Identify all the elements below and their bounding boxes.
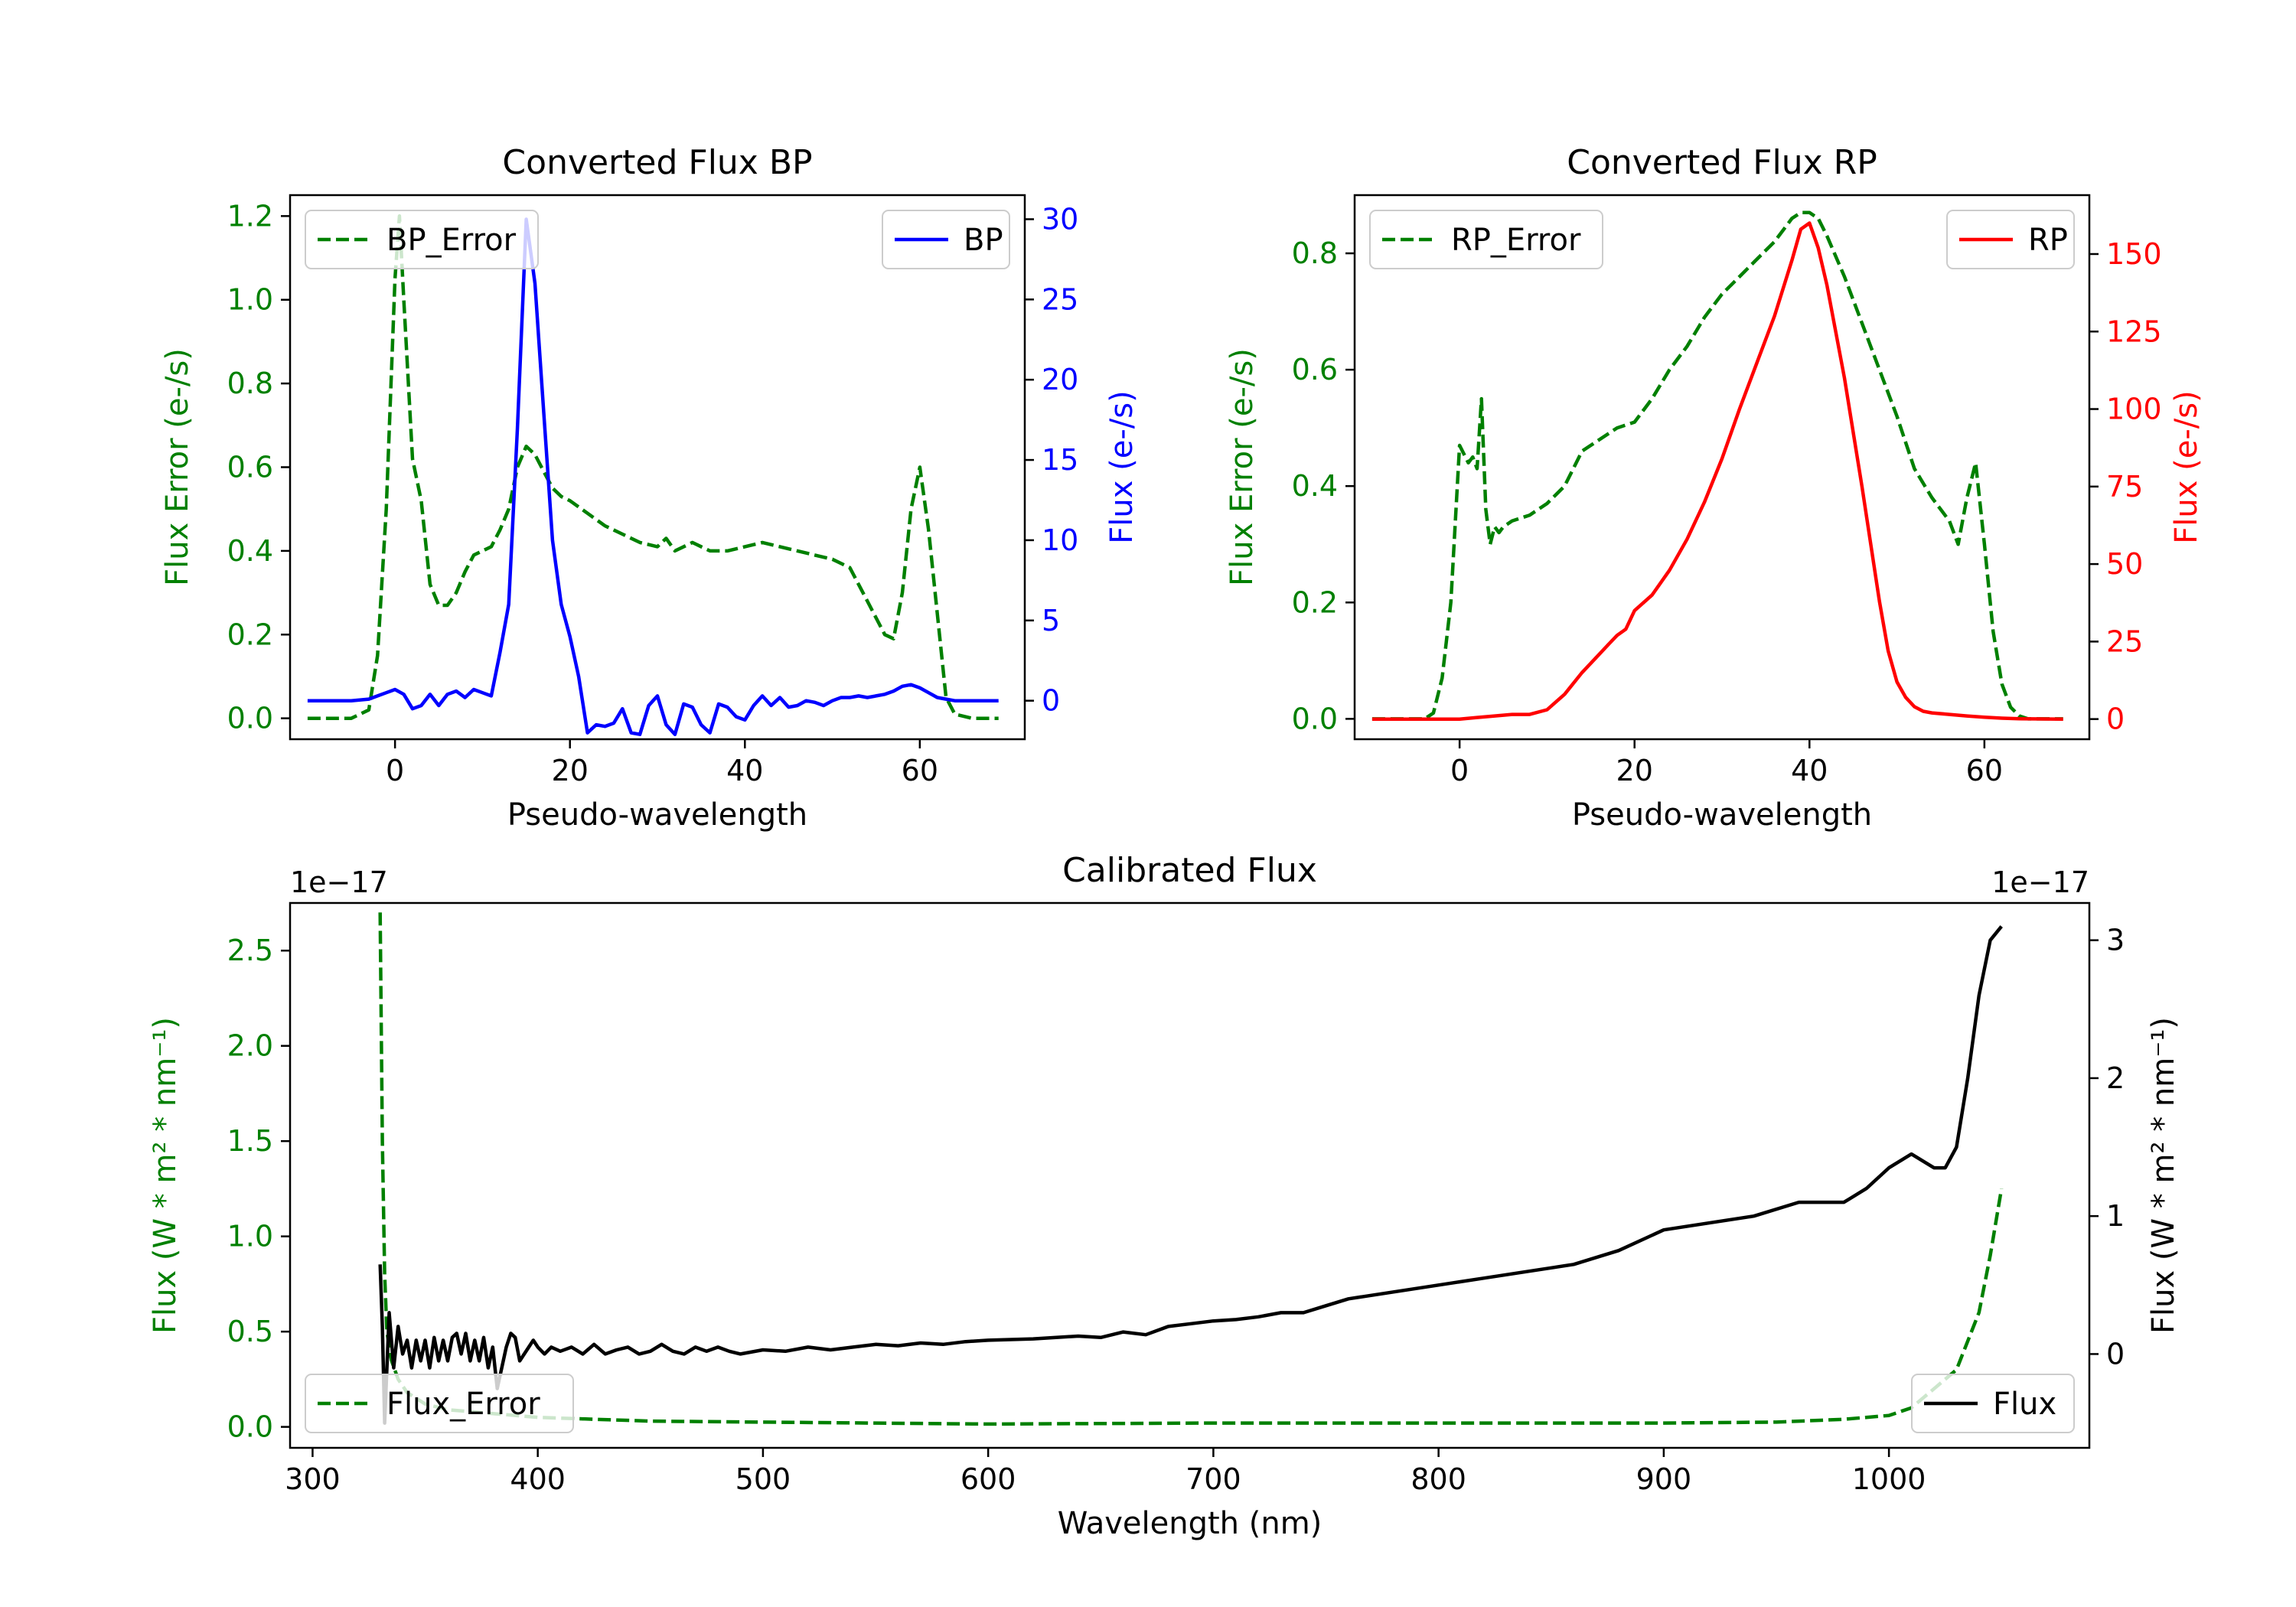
- legend-bp-error: BP_Error: [305, 210, 539, 269]
- x-tick-label: 0: [386, 754, 404, 787]
- chart-rp: Converted Flux RP 0 20 40 60 0.0 0.2 0.4 0.6 0.8 0…: [1225, 143, 2204, 833]
- y-left-offset-label: 1e−17: [290, 865, 388, 899]
- plot-frame: [289, 901, 2091, 1449]
- y-right-tick-label: 75: [2106, 470, 2143, 504]
- x-axis-label: Pseudo-wavelength: [1572, 797, 1872, 833]
- y-right-offset-label: 1e−17: [1991, 865, 2089, 899]
- chart-title: Calibrated Flux: [1062, 851, 1317, 890]
- chart-cal: Calibrated Flux 300 400 500 600 700 800 900 1000…: [148, 851, 2181, 1541]
- y-left-tick-label: 0.4: [1292, 469, 1338, 503]
- x-tick-label: 1000: [1852, 1462, 1926, 1496]
- y-right-tick-label: 1: [2106, 1199, 2125, 1233]
- legend-label: BP: [964, 223, 1003, 258]
- y-left-tick-label: 0.0: [227, 1410, 273, 1444]
- series-line-flux: [378, 925, 2003, 1425]
- y-right-tick-label: 2: [2106, 1061, 2125, 1095]
- y-left-tick-label: 0.4: [227, 534, 273, 568]
- y-left-axis-label: Flux (W * m² * nm⁻¹): [148, 1017, 183, 1334]
- y-right-tick-label: 3: [2106, 924, 2125, 957]
- x-axis-label: Pseudo-wavelength: [507, 797, 807, 833]
- y-left-tick-label: 0.5: [227, 1315, 273, 1348]
- y-right-axis-label: Flux (e-/s): [2169, 390, 2204, 543]
- y-right-tick-label: 5: [1042, 604, 1060, 637]
- y-right-axis-label: Flux (e-/s): [1104, 390, 1140, 543]
- legend-box: [305, 210, 539, 269]
- legend-label: RP_Error: [1451, 223, 1581, 258]
- x-tick-label: 20: [1616, 754, 1653, 787]
- x-tick-label: 20: [552, 754, 589, 787]
- y-right-tick-label: 150: [2106, 237, 2162, 271]
- series-line-rp: [1371, 221, 2063, 721]
- y-left-tick-label: 0.8: [227, 367, 273, 400]
- legend-rp-error: RP_Error: [1369, 210, 1603, 269]
- y-left-tick-label: 1.0: [227, 283, 273, 317]
- series-line-bp: [307, 217, 999, 736]
- y-left-tick-label: 0.0: [227, 702, 273, 735]
- legend-label: BP_Error: [386, 223, 517, 258]
- y-left-tick-label: 1.0: [227, 1220, 273, 1253]
- x-axis-label: Wavelength (nm): [1058, 1506, 1322, 1541]
- y-right-tick-label: 25: [1042, 282, 1078, 316]
- chart-title: Converted Flux RP: [1567, 143, 1877, 182]
- legend-flux-error: Flux_Error: [305, 1374, 574, 1433]
- y-right-tick-label: 100: [2106, 393, 2162, 426]
- y-right-axis-label: Flux (W * m² * nm⁻¹): [2146, 1017, 2181, 1334]
- y-left-axis-label: Flux Error (e-/s): [160, 348, 195, 586]
- y-left-tick-label: 0.2: [227, 618, 273, 651]
- series-line-bp-error: [307, 214, 999, 720]
- x-tick-label: 300: [285, 1462, 341, 1496]
- y-right-tick-label: 20: [1042, 363, 1078, 396]
- legend-rp: RP: [1946, 210, 2075, 269]
- x-tick-label: 60: [902, 754, 938, 787]
- y-left-tick-label: 0.8: [1292, 236, 1338, 270]
- y-left-axis-label: Flux Error (e-/s): [1225, 348, 1260, 586]
- legend-box: [305, 1374, 574, 1433]
- legend-box: [1369, 210, 1603, 269]
- y-left-tick-label: 0.0: [1292, 702, 1338, 735]
- y-left-tick-label: 2.5: [227, 934, 273, 967]
- x-tick-label: 500: [735, 1462, 791, 1496]
- y-right-tick-label: 50: [2106, 547, 2143, 581]
- y-right-tick-label: 10: [1042, 523, 1078, 557]
- y-right-tick-label: 0: [2106, 1337, 2125, 1371]
- y-left-tick-label: 1.5: [227, 1124, 273, 1158]
- y-right-tick-label: 30: [1042, 202, 1078, 236]
- x-tick-label: 800: [1411, 1462, 1466, 1496]
- x-tick-label: 0: [1450, 754, 1469, 787]
- legend-bp: BP: [882, 210, 1010, 269]
- y-left-tick-label: 0.6: [227, 451, 273, 484]
- y-left-tick-label: 0.2: [1292, 585, 1338, 619]
- x-tick-label: 600: [960, 1462, 1016, 1496]
- y-right-tick-label: 0: [1042, 684, 1060, 718]
- x-tick-label: 700: [1186, 1462, 1241, 1496]
- legend-label: RP: [2028, 223, 2068, 258]
- legend-label: Flux_Error: [386, 1387, 540, 1422]
- plot-frame: [289, 194, 1026, 741]
- plot-frame: [1353, 194, 2091, 741]
- x-tick-label: 40: [1791, 754, 1828, 787]
- y-right-tick-label: 125: [2106, 315, 2162, 348]
- y-left-tick-label: 2.0: [227, 1029, 273, 1063]
- x-tick-label: 60: [1966, 754, 2003, 787]
- series-line-rp-error: [1371, 210, 2063, 721]
- y-right-tick-label: 25: [2106, 624, 2143, 658]
- legend-flux: Flux: [1911, 1374, 2075, 1433]
- x-tick-label: 900: [1636, 1462, 1692, 1496]
- legend-box: [1911, 1374, 2075, 1433]
- x-tick-label: 400: [510, 1462, 566, 1496]
- y-right-tick-label: 15: [1042, 443, 1078, 477]
- y-left-tick-label: 1.2: [227, 199, 273, 233]
- legend-label: Flux: [1993, 1387, 2056, 1422]
- y-left-tick-label: 0.6: [1292, 353, 1338, 386]
- x-tick-label: 40: [726, 754, 763, 787]
- chart-bp: Converted Flux BP 0 20 40 60 0.0 0.2 0.4 0.6 0.8 1…: [160, 143, 1140, 833]
- y-right-tick-label: 0: [2106, 702, 2125, 736]
- chart-title: Converted Flux BP: [502, 143, 812, 182]
